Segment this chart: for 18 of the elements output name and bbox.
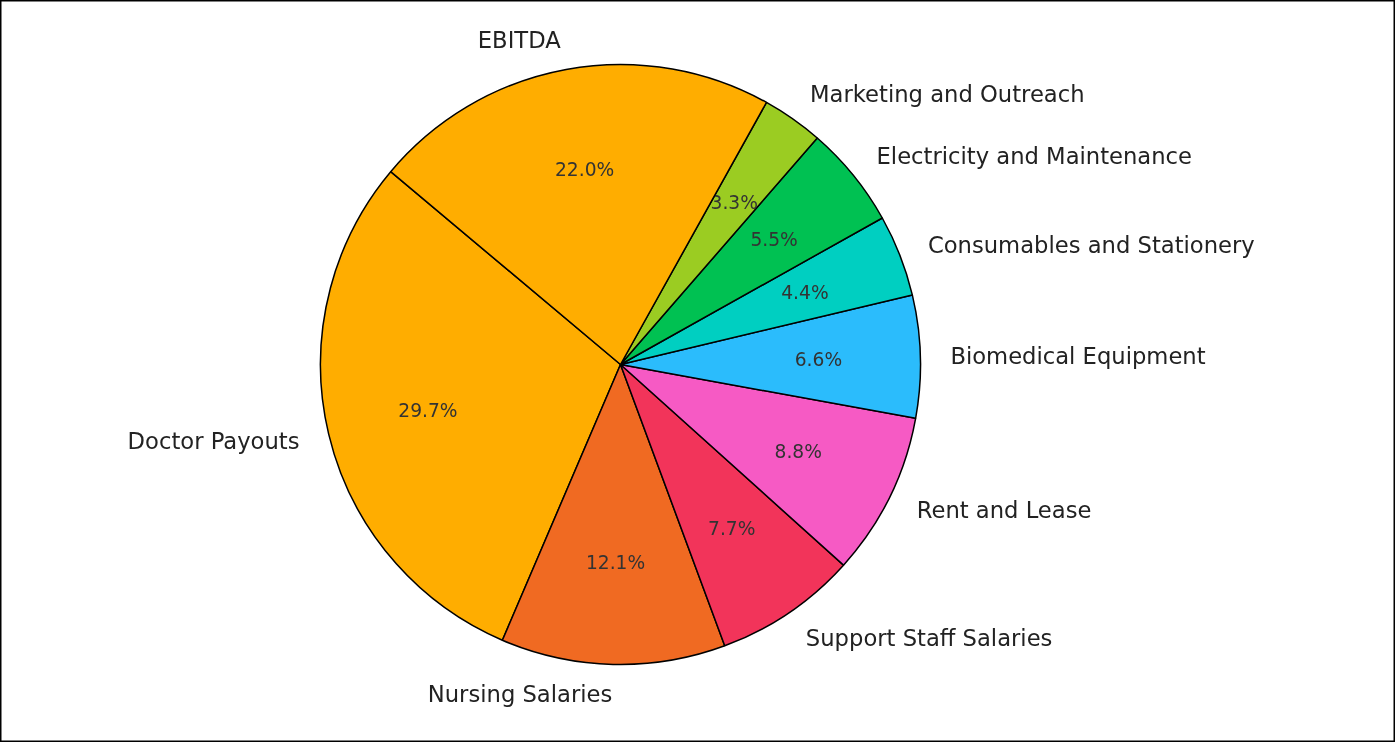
data-label: 8.8% [774,441,822,463]
data-label: 12.1% [585,551,646,573]
data-label: 4.4% [781,282,829,304]
slice-label: Biomedical Equipment [950,342,1206,369]
slice-label: Doctor Payouts [127,428,300,455]
data-label: 7.7% [708,517,756,539]
data-label: 3.3% [710,191,758,213]
data-label: 6.6% [794,348,843,370]
slice-label: Nursing Salaries [427,681,613,708]
slice-label: Rent and Lease [916,496,1092,523]
slice-label: Consumables and Stationery [927,231,1255,258]
data-label: 22.0% [554,159,615,181]
slice-label: Electricity and Maintenance [876,143,1192,170]
slice-label: Marketing and Outreach [810,81,1085,108]
data-label: 5.5% [750,229,798,251]
slice-label: EBITDA [477,26,562,53]
slice-label: Support Staff Salaries [805,624,1053,651]
data-label: 29.7% [398,399,458,421]
